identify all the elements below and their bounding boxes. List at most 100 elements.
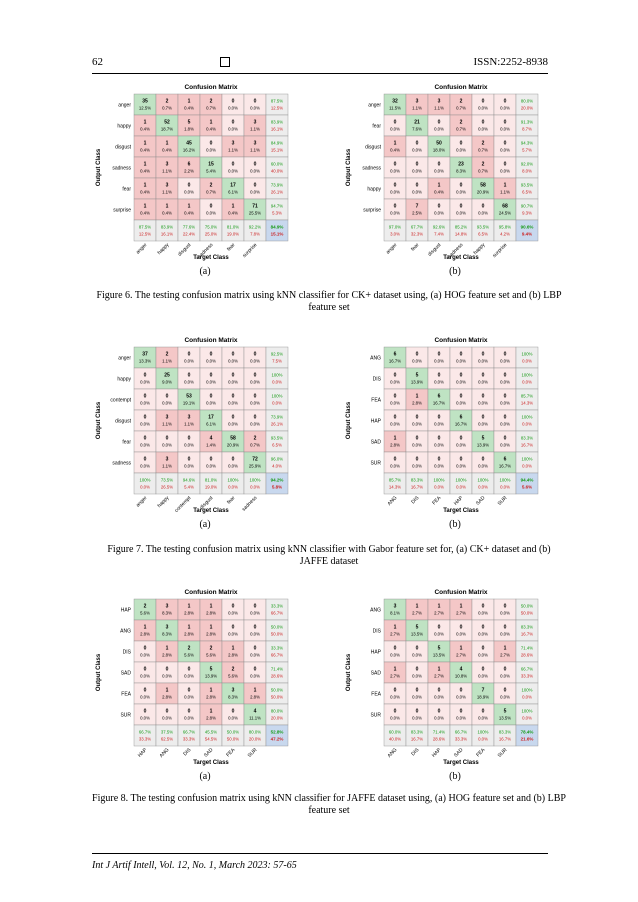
matrix-cell [221, 156, 245, 179]
cell-count: 0 [232, 120, 235, 126]
row-margin-cell [265, 598, 289, 621]
matrix-cell [133, 114, 157, 137]
matrix-cell [427, 156, 451, 179]
row-label: happy [117, 124, 131, 130]
row-error: 7.5% [272, 359, 282, 364]
row-error: 0.0% [522, 716, 532, 721]
cell-count: 0 [188, 436, 191, 442]
col-label: disgust [427, 242, 443, 258]
cell-percent: 0.0% [412, 169, 422, 174]
matrix-cell [449, 367, 473, 390]
row-label: disgust [115, 145, 131, 151]
cell-count: 6 [188, 162, 191, 168]
cell-count: 2 [460, 120, 463, 126]
matrix-cell [471, 135, 495, 158]
sublabel-6a: (a) [199, 266, 211, 277]
matrix-cell [243, 198, 267, 221]
row-label: HAP [121, 608, 132, 614]
cell-count: 1 [232, 204, 235, 210]
row-precision: 71.4% [521, 646, 533, 651]
cell-percent: 0.0% [250, 653, 260, 658]
matrix-cell [449, 156, 473, 179]
cell-percent: 18.0% [433, 148, 445, 153]
cell-count: 0 [144, 394, 147, 400]
matrix-cell [449, 177, 473, 200]
cell-percent: 0.0% [228, 632, 238, 637]
cell-count: 1 [416, 604, 419, 610]
overall-error: 9.4% [522, 232, 532, 237]
cell-count: 6 [504, 457, 507, 463]
cell-percent: 0.0% [412, 674, 422, 679]
cell-percent: 0.0% [434, 632, 444, 637]
matrix-cell [405, 198, 429, 221]
matrix-cell [383, 619, 407, 642]
cell-percent: 0.7% [478, 169, 488, 174]
matrix-cell [493, 93, 517, 116]
matrix-cell [243, 93, 267, 116]
cell-count: 0 [416, 352, 419, 358]
matrix-cell [449, 388, 473, 411]
row-error: 33.3% [521, 674, 533, 679]
cell-count: 0 [394, 394, 397, 400]
col-error: 3.0% [390, 232, 400, 237]
cell-percent: 0.0% [478, 716, 488, 721]
cell-count: 0 [460, 373, 463, 379]
matrix-cell [471, 156, 495, 179]
cell-count: 15 [208, 162, 214, 168]
matrix-cell [471, 682, 495, 705]
cell-percent: 0.0% [434, 127, 444, 132]
row-margin-cell [515, 703, 539, 726]
col-recall: 100% [478, 478, 489, 483]
matrix-cell [471, 114, 495, 137]
cell-percent: 0.0% [250, 422, 260, 427]
figure-6b: Confusion Matrix 32 11.5% 3 1.1% 3 1.1% 2 0.7% 0 0… [342, 80, 547, 262]
col-margin-cell [243, 219, 267, 242]
cell-percent: 0.0% [184, 464, 194, 469]
matrix-cell [199, 135, 223, 158]
matrix-cell [405, 451, 429, 474]
matrix-cell [427, 640, 451, 663]
row-margin-cell [515, 198, 539, 221]
cell-count: 0 [460, 204, 463, 210]
overall-accuracy: 90.6% [521, 225, 534, 230]
y-axis-label: Output Class [96, 401, 102, 439]
figure-6a: Confusion Matrix 35 12.5% 2 0.7% 1 0.4% 2 0.7% 0 0… [92, 80, 297, 262]
cell-count: 1 [416, 394, 419, 400]
matrix-cell [493, 346, 517, 369]
cell-percent: 0.0% [140, 695, 150, 700]
row-margin-cell [265, 451, 289, 474]
cell-percent: 0.0% [250, 190, 260, 195]
row-label: SAD [371, 671, 382, 677]
matrix-cell [155, 430, 179, 453]
cell-count: 0 [504, 625, 507, 631]
cell-count: 1 [254, 688, 257, 694]
matrix-cell [383, 177, 407, 200]
matrix-cell [449, 198, 473, 221]
cell-count: 3 [232, 141, 235, 147]
matrix-cell [405, 430, 429, 453]
col-label: SAD [203, 747, 215, 759]
matrix-cell [471, 388, 495, 411]
matrix-cell [133, 409, 157, 432]
cell-count: 0 [144, 415, 147, 421]
col-error: 0.0% [500, 485, 510, 490]
matrix-cell [221, 598, 245, 621]
caption-fig8: Figure 8. The testing confusion matrix u… [92, 793, 566, 816]
row-precision: 100% [522, 457, 533, 462]
cell-count: 0 [210, 373, 213, 379]
row-precision: 100% [522, 415, 533, 420]
cell-count: 0 [254, 183, 257, 189]
matrix-cell [243, 135, 267, 158]
col-recall: 75.0% [205, 225, 217, 230]
cell-count: 0 [394, 183, 397, 189]
col-label: anger [385, 242, 399, 256]
col-recall: 71.4% [433, 730, 445, 735]
matrix-cell [133, 451, 157, 474]
matrix-cell [449, 661, 473, 684]
col-error: 26.5% [161, 485, 173, 490]
row-error: 40.0% [271, 169, 283, 174]
col-error: 54.5% [205, 737, 217, 742]
col-label: DIS [410, 747, 421, 758]
cell-percent: 2.8% [228, 653, 238, 658]
cell-count: 0 [504, 604, 507, 610]
